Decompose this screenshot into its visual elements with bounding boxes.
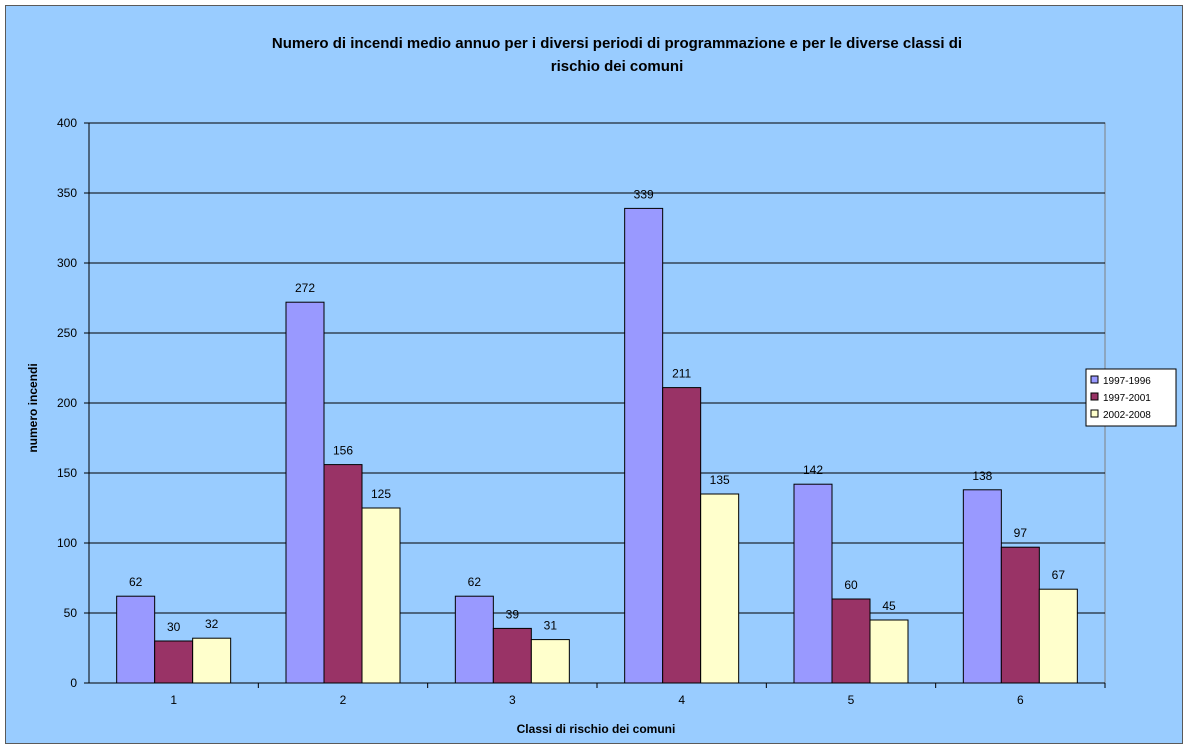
bar [493, 628, 531, 683]
y-tick-label: 400 [57, 116, 77, 130]
data-label: 62 [129, 575, 143, 589]
data-label: 31 [544, 619, 558, 633]
bar [625, 208, 663, 683]
legend-label: 1997-2001 [1103, 393, 1151, 404]
y-tick-label: 0 [70, 676, 77, 690]
data-label: 125 [371, 487, 391, 501]
data-label: 39 [506, 607, 520, 621]
data-label: 67 [1052, 568, 1066, 582]
chart-title-line-2: rischio dei comuni [551, 58, 684, 75]
legend-swatch [1091, 376, 1098, 383]
bar-chart: Numero di incendi medio annuo per i dive… [6, 6, 1184, 745]
bar [455, 596, 493, 683]
x-tick-label: 5 [848, 693, 855, 707]
bar [1039, 589, 1077, 683]
bar [701, 494, 739, 683]
y-tick-label: 250 [57, 326, 77, 340]
legend: 1997-1996 1997-2001 2002-2008 [1086, 369, 1176, 426]
bar [870, 620, 908, 683]
x-tick-label: 4 [678, 693, 685, 707]
x-tick-label: 2 [340, 693, 347, 707]
bar [155, 641, 193, 683]
bar [963, 490, 1001, 683]
y-tick-label: 300 [57, 256, 77, 270]
x-tick-label: 3 [509, 693, 516, 707]
bar [794, 484, 832, 683]
data-label: 60 [844, 578, 858, 592]
legend-label: 2002-2008 [1103, 410, 1151, 421]
legend-label: 1997-1996 [1103, 376, 1151, 387]
bar [832, 599, 870, 683]
data-label: 156 [333, 444, 353, 458]
data-label: 272 [295, 281, 315, 295]
bar [362, 508, 400, 683]
chart-title-line-1: Numero di incendi medio annuo per i dive… [272, 35, 962, 52]
bar [193, 638, 231, 683]
data-label: 97 [1014, 526, 1028, 540]
data-label: 138 [972, 469, 992, 483]
data-label: 135 [710, 473, 730, 487]
data-label: 62 [468, 575, 482, 589]
bar [324, 465, 362, 683]
y-axis-title: numero incendi [26, 363, 40, 452]
bar [286, 302, 324, 683]
legend-swatch [1091, 393, 1098, 400]
data-label: 339 [634, 187, 654, 201]
y-tick-label: 200 [57, 396, 77, 410]
chart-title: Numero di incendi medio annuo per i dive… [272, 35, 962, 75]
plot-area: 0 50 100 150 200 250 300 350 400 1 62 30 32 2 272 156 12… [57, 116, 1105, 707]
bar [117, 596, 155, 683]
data-label: 30 [167, 620, 181, 634]
y-tick-label: 150 [57, 466, 77, 480]
y-tick-label: 50 [64, 606, 78, 620]
x-tick-label: 1 [170, 693, 177, 707]
bar [663, 388, 701, 683]
chart-area: Numero di incendi medio annuo per i dive… [5, 5, 1183, 744]
bar [1001, 547, 1039, 683]
x-axis-title: Classi di rischio dei comuni [517, 722, 676, 736]
data-label: 45 [882, 599, 896, 613]
y-tick-label: 100 [57, 536, 77, 550]
data-label: 32 [205, 617, 219, 631]
x-tick-label: 6 [1017, 693, 1024, 707]
data-label: 142 [803, 463, 823, 477]
data-label: 211 [672, 367, 691, 381]
legend-swatch [1091, 410, 1098, 417]
y-tick-label: 350 [57, 186, 77, 200]
bar [531, 640, 569, 683]
